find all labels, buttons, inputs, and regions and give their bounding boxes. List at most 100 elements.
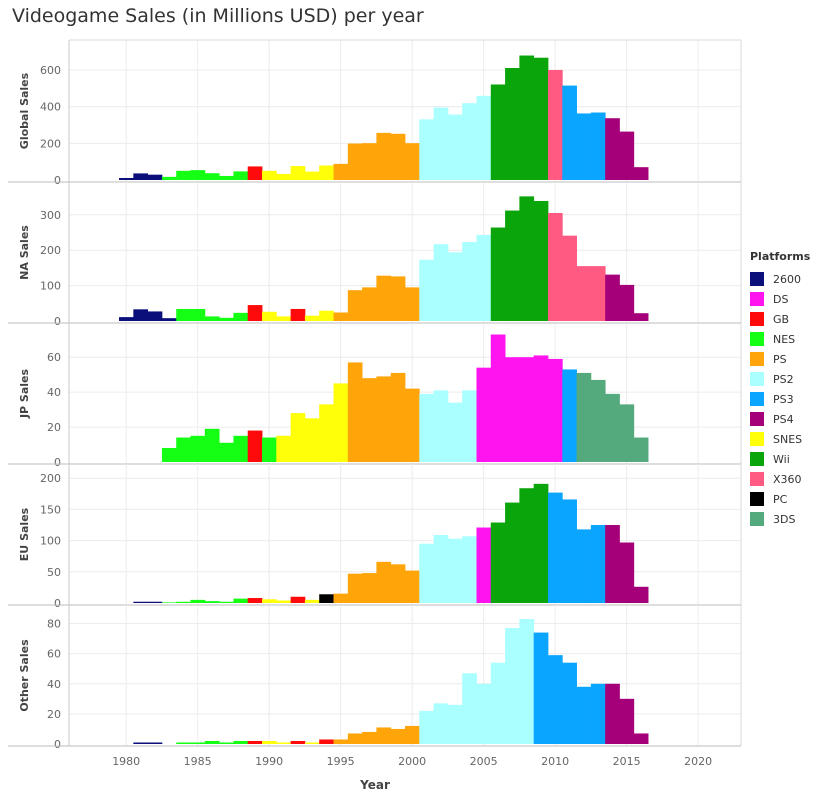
legend-swatch: [750, 272, 764, 286]
bar: [147, 601, 163, 603]
bar: [519, 488, 535, 603]
y-tick-label: 20: [47, 421, 61, 434]
bar: [476, 527, 492, 603]
bar: [462, 390, 477, 462]
bar: [276, 600, 292, 603]
bar: [304, 418, 320, 462]
panel-0: 0 200 400 600 Global Sales: [8, 39, 742, 187]
legend-item[interactable]: X360: [750, 469, 828, 489]
panel-2: 0 20 40 60 JP Sales: [8, 323, 742, 469]
bar: [376, 727, 392, 744]
bar: [219, 317, 234, 321]
bar: [619, 404, 635, 462]
y-axis-label: EU Sales: [18, 507, 31, 561]
legend-item[interactable]: NES: [750, 329, 828, 349]
bar: [176, 308, 191, 321]
bar: [605, 274, 620, 321]
bar: [319, 310, 334, 321]
bar: [262, 437, 277, 462]
legend-item[interactable]: GB: [750, 309, 828, 329]
bar: [633, 586, 649, 603]
bar: [290, 308, 306, 321]
bar: [490, 662, 506, 744]
bar: [605, 393, 620, 462]
legend-item[interactable]: DS: [750, 289, 828, 309]
legend-swatch: [750, 292, 764, 306]
bar: [319, 404, 334, 462]
bar: [462, 536, 477, 603]
legend-label: Wii: [773, 452, 790, 466]
bar: [590, 379, 606, 462]
bar: [304, 171, 320, 180]
bar: [247, 740, 263, 744]
legend-label: PS3: [773, 392, 794, 406]
bar: [333, 383, 349, 462]
bar: [161, 602, 177, 603]
legend-item[interactable]: Wii: [750, 449, 828, 469]
bar: [390, 728, 406, 744]
bar: [219, 742, 234, 744]
legend-swatch: [750, 392, 764, 406]
bar: [176, 170, 191, 180]
bar: [633, 733, 649, 744]
x-tick-label: 2000: [398, 755, 426, 768]
bar: [190, 308, 206, 321]
legend-label: NES: [773, 332, 796, 346]
legend-label: DS: [773, 292, 789, 306]
bar: [347, 362, 363, 462]
bar: [633, 167, 649, 180]
bar: [590, 683, 606, 744]
bar: [462, 242, 477, 321]
y-tick-label: 40: [47, 386, 61, 399]
bar: [262, 599, 277, 603]
x-tick-label: 1995: [327, 755, 355, 768]
y-tick-label: 200: [40, 244, 61, 257]
x-tick-label: 1990: [255, 755, 283, 768]
x-tick-label: 2020: [684, 755, 712, 768]
bar: [619, 131, 635, 180]
bar: [362, 378, 377, 462]
legend-item[interactable]: SNES: [750, 429, 828, 449]
bar: [362, 287, 377, 321]
legend-item[interactable]: PS2: [750, 369, 828, 389]
y-tick-label: 40: [47, 678, 61, 691]
y-tick-label: 150: [40, 503, 61, 516]
legend-item[interactable]: 3DS: [750, 509, 828, 529]
bar: [605, 118, 620, 180]
bar: [490, 227, 506, 321]
x-tick-label: 1985: [184, 755, 212, 768]
legend-item[interactable]: PS: [750, 349, 828, 369]
legend-item[interactable]: PS4: [750, 409, 828, 429]
bar: [290, 413, 306, 462]
bar: [405, 570, 420, 603]
panel-1: 0 100 200 300 NA Sales: [8, 182, 742, 328]
bar: [204, 428, 220, 462]
y-axis-label: JP Sales: [18, 368, 31, 419]
bar: [547, 213, 563, 321]
y-tick-label: 0: [54, 174, 61, 187]
bar: [176, 601, 191, 603]
bar: [533, 200, 549, 321]
legend-swatch: [750, 412, 764, 426]
y-tick-label: 100: [40, 535, 61, 548]
legend-item[interactable]: PC: [750, 489, 828, 509]
bar: [576, 266, 592, 321]
bar: [462, 103, 477, 180]
bar: [204, 601, 220, 603]
bar: [190, 435, 206, 462]
bar: [219, 601, 234, 603]
legend-label: X360: [773, 472, 802, 486]
bar: [447, 704, 463, 744]
bar: [333, 593, 349, 603]
bar: [262, 170, 277, 180]
legend-item[interactable]: PS3: [750, 389, 828, 409]
bar: [233, 598, 249, 603]
legend-item[interactable]: 2600: [750, 269, 828, 289]
legend-label: PS: [773, 352, 787, 366]
bar: [533, 57, 549, 180]
bar: [390, 564, 406, 603]
y-tick-label: 0: [54, 597, 61, 610]
legend-label: PS2: [773, 372, 794, 386]
bar: [119, 317, 134, 321]
